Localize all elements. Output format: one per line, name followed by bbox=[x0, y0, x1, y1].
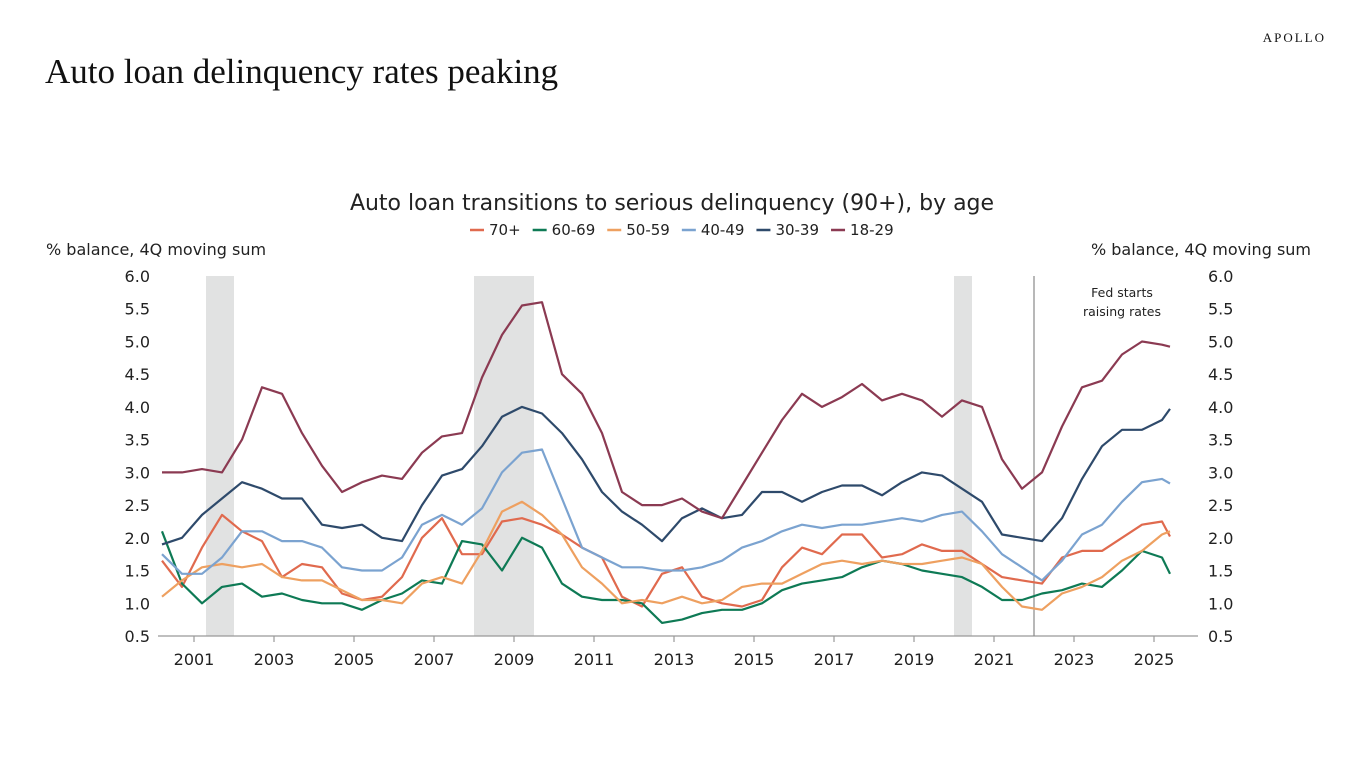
y-tick-label-right: 2.5 bbox=[1208, 496, 1233, 515]
recession-band bbox=[474, 276, 534, 636]
legend-label-18-29: 18-29 bbox=[850, 221, 894, 239]
x-tick-label: 2025 bbox=[1134, 650, 1175, 669]
series-line-18-29 bbox=[162, 301, 1171, 520]
y-tick-label-left: 2.5 bbox=[125, 496, 150, 515]
y-tick-label-right: 2.0 bbox=[1208, 529, 1233, 548]
legend-label-50-59: 50-59 bbox=[626, 221, 670, 239]
y-tick-label-left: 1.5 bbox=[125, 562, 150, 581]
legend-label-60-69: 60-69 bbox=[552, 221, 596, 239]
x-tick-label: 2009 bbox=[494, 650, 535, 669]
x-tick-label: 2017 bbox=[814, 650, 855, 669]
y-tick-label-left: 4.5 bbox=[125, 365, 150, 384]
legend-label-40-49: 40-49 bbox=[701, 221, 745, 239]
series-line-60-69 bbox=[160, 530, 1171, 624]
recession-bands bbox=[206, 276, 972, 636]
y-tick-label-right: 6.0 bbox=[1208, 267, 1233, 286]
y-axis-label-right: % balance, 4Q moving sum bbox=[1091, 240, 1311, 259]
apollo-logo: APOLLO bbox=[1262, 30, 1326, 45]
legend-label-30-39: 30-39 bbox=[775, 221, 819, 239]
series-line-30-39 bbox=[161, 405, 1171, 546]
recession-band bbox=[954, 276, 972, 636]
x-ticks: 2001 2003 2005 2007 2009 2011 2013 2015 2017 2019… bbox=[174, 636, 1175, 669]
y-tick-label-left: 3.0 bbox=[125, 463, 150, 482]
y-tick-label-left: 0.5 bbox=[125, 627, 150, 646]
series-line-40-49 bbox=[161, 448, 1171, 582]
y-tick-label-right: 3.0 bbox=[1208, 463, 1233, 482]
x-tick-label: 2005 bbox=[334, 650, 375, 669]
x-tick-label: 2015 bbox=[734, 650, 775, 669]
series-lines bbox=[160, 301, 1171, 624]
y-tick-label-left: 5.5 bbox=[125, 300, 150, 319]
y-tick-label-right: 1.0 bbox=[1208, 594, 1233, 613]
y-axis-label-left: % balance, 4Q moving sum bbox=[46, 240, 266, 259]
y-tick-label-left: 1.0 bbox=[125, 594, 150, 613]
chart-title: Auto loan transitions to serious delinqu… bbox=[350, 191, 994, 216]
x-tick-label: 2007 bbox=[414, 650, 455, 669]
y-tick-label-right: 1.5 bbox=[1208, 562, 1233, 581]
y-tick-label-left: 5.0 bbox=[125, 332, 150, 351]
page-title: Auto loan delinquency rates peaking bbox=[45, 52, 559, 91]
x-tick-label: 2001 bbox=[174, 650, 215, 669]
y-tick-label-right: 0.5 bbox=[1208, 627, 1233, 646]
annotation-line-2: raising rates bbox=[1083, 304, 1161, 319]
y-tick-label-left: 4.0 bbox=[125, 398, 150, 417]
x-tick-label: 2011 bbox=[574, 650, 615, 669]
x-tick-label: 2021 bbox=[974, 650, 1015, 669]
recession-band bbox=[206, 276, 234, 636]
legend-label-70+: 70+ bbox=[489, 221, 521, 239]
y-ticks-left: 0.5 1.0 1.5 2.0 2.5 3.0 3.5 4.0 4.5 5.0 5.5 6.0 bbox=[125, 267, 150, 646]
y-tick-label-left: 3.5 bbox=[125, 431, 150, 450]
y-tick-label-right: 3.5 bbox=[1208, 431, 1233, 450]
y-tick-label-right: 5.0 bbox=[1208, 332, 1233, 351]
y-tick-label-left: 6.0 bbox=[125, 267, 150, 286]
legend: 70+ 60-69 50-59 40-49 30-39 18-29 bbox=[470, 221, 894, 239]
y-tick-label-right: 4.0 bbox=[1208, 398, 1233, 417]
y-tick-label-right: 4.5 bbox=[1208, 365, 1233, 384]
y-tick-label-left: 2.0 bbox=[125, 529, 150, 548]
annotation-line-1: Fed starts bbox=[1091, 285, 1153, 300]
x-tick-label: 2003 bbox=[254, 650, 295, 669]
series-line-50-59 bbox=[161, 500, 1171, 611]
x-tick-label: 2023 bbox=[1054, 650, 1095, 669]
x-tick-label: 2013 bbox=[654, 650, 695, 669]
series-line-70+ bbox=[161, 513, 1171, 608]
x-tick-label: 2019 bbox=[894, 650, 935, 669]
y-tick-label-right: 5.5 bbox=[1208, 300, 1233, 319]
y-ticks-right: 0.5 1.0 1.5 2.0 2.5 3.0 3.5 4.0 4.5 5.0 5.5 6.0 bbox=[1208, 267, 1233, 646]
